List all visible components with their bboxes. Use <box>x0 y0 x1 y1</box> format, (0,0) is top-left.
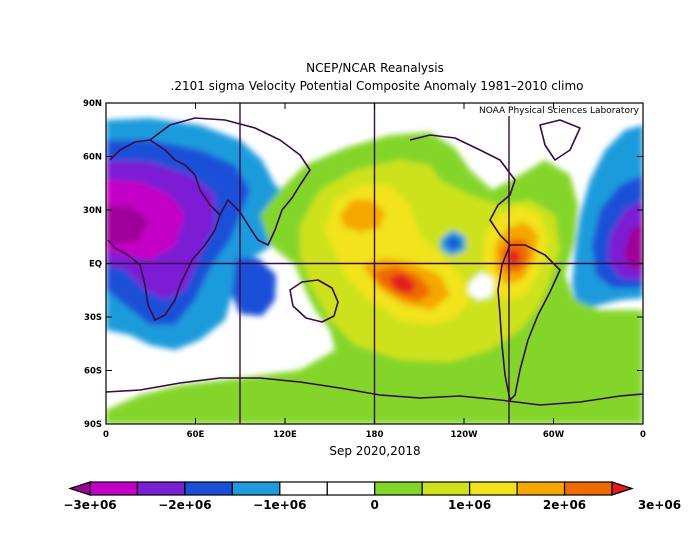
negative-anomaly-blue-east-indian <box>232 258 276 316</box>
colorbar-swatch <box>136 481 186 496</box>
colorbar-swatch <box>374 481 423 496</box>
coastline-antarctica <box>106 377 643 406</box>
colorbar-label: 3e+06 <box>638 498 681 512</box>
colorbar-label: −1e+06 <box>253 498 306 512</box>
lon-tick-label: 60W <box>543 430 565 440</box>
colorbar-label: 2e+06 <box>543 498 586 512</box>
colorbar-swatch <box>89 481 139 496</box>
colorbar-label: −2e+06 <box>158 498 211 512</box>
longitude-axis: 0 60E 120E 180 120W 60W 0 <box>103 103 646 440</box>
positive-anomaly-core-central-pacific <box>388 273 416 294</box>
colorbar-swatch <box>469 481 518 496</box>
colorbar-swatch <box>611 481 634 496</box>
coastline-south-america <box>497 244 561 401</box>
lat-tick-label: 90N <box>83 99 102 109</box>
lat-tick-label: 60N <box>83 153 102 163</box>
figure-subtitle: .2101 sigma Velocity Potential Composite… <box>171 79 584 93</box>
lon-tick-label: 120E <box>273 430 297 440</box>
lat-tick-label: 30S <box>84 313 102 323</box>
lat-tick-label: 60S <box>84 367 102 377</box>
lon-tick-label: 120W <box>450 430 478 440</box>
neutral-pocket-east-pacific <box>468 272 494 300</box>
colorbar-swatch <box>516 481 566 496</box>
colorbar-swatch <box>231 481 281 496</box>
colorbar-swatch <box>279 481 328 496</box>
positive-anomaly-orange-north-pacific <box>340 200 385 232</box>
lon-tick-label: 0 <box>640 430 646 440</box>
colorbar-swatch <box>326 481 376 496</box>
coastline-australia <box>289 279 339 323</box>
negative-anomaly-core-east-edge <box>624 222 643 270</box>
lon-tick-label: 180 <box>366 430 384 440</box>
lat-tick-label: EQ <box>89 260 102 270</box>
lat-tick-label: 90S <box>84 420 102 430</box>
positive-anomaly-core-americas <box>506 248 521 268</box>
credit-label: NOAA Physical Sciences Laboratory <box>479 106 640 116</box>
lon-tick-label: 0 <box>103 430 109 440</box>
coastline-africa-europe <box>107 139 221 321</box>
colorbar-swatch <box>421 481 471 496</box>
coastlines <box>106 117 643 406</box>
colorbar-label: −3e+06 <box>63 498 116 512</box>
colorbar-swatch <box>68 481 91 496</box>
colorbar-swatch <box>563 481 613 496</box>
negative-anomaly-core-africa <box>106 205 148 245</box>
coastline-greenland <box>539 119 581 161</box>
colorbar-label: 0 <box>371 498 379 512</box>
coastline-asia <box>149 117 311 246</box>
colorbar-label: 1e+06 <box>448 498 491 512</box>
lat-tick-label: 30N <box>83 206 102 216</box>
negative-anomaly-small-core-north-pacific <box>446 236 460 249</box>
date-label: Sep 2020,2018 <box>329 444 420 458</box>
colorbar-swatch <box>184 481 233 496</box>
latitude-axis: 90N 60N 30N EQ 30S 60S 90S <box>83 99 643 430</box>
figure-title: NCEP/NCAR Reanalysis <box>306 61 444 75</box>
lon-tick-label: 60E <box>187 430 205 440</box>
colorbar: −3e+06 −2e+06 −1e+06 0 1e+06 2e+06 3e+06 <box>63 481 681 512</box>
anomaly-field <box>106 103 643 424</box>
credit-box <box>450 104 642 116</box>
coastline-north-america <box>409 134 516 246</box>
